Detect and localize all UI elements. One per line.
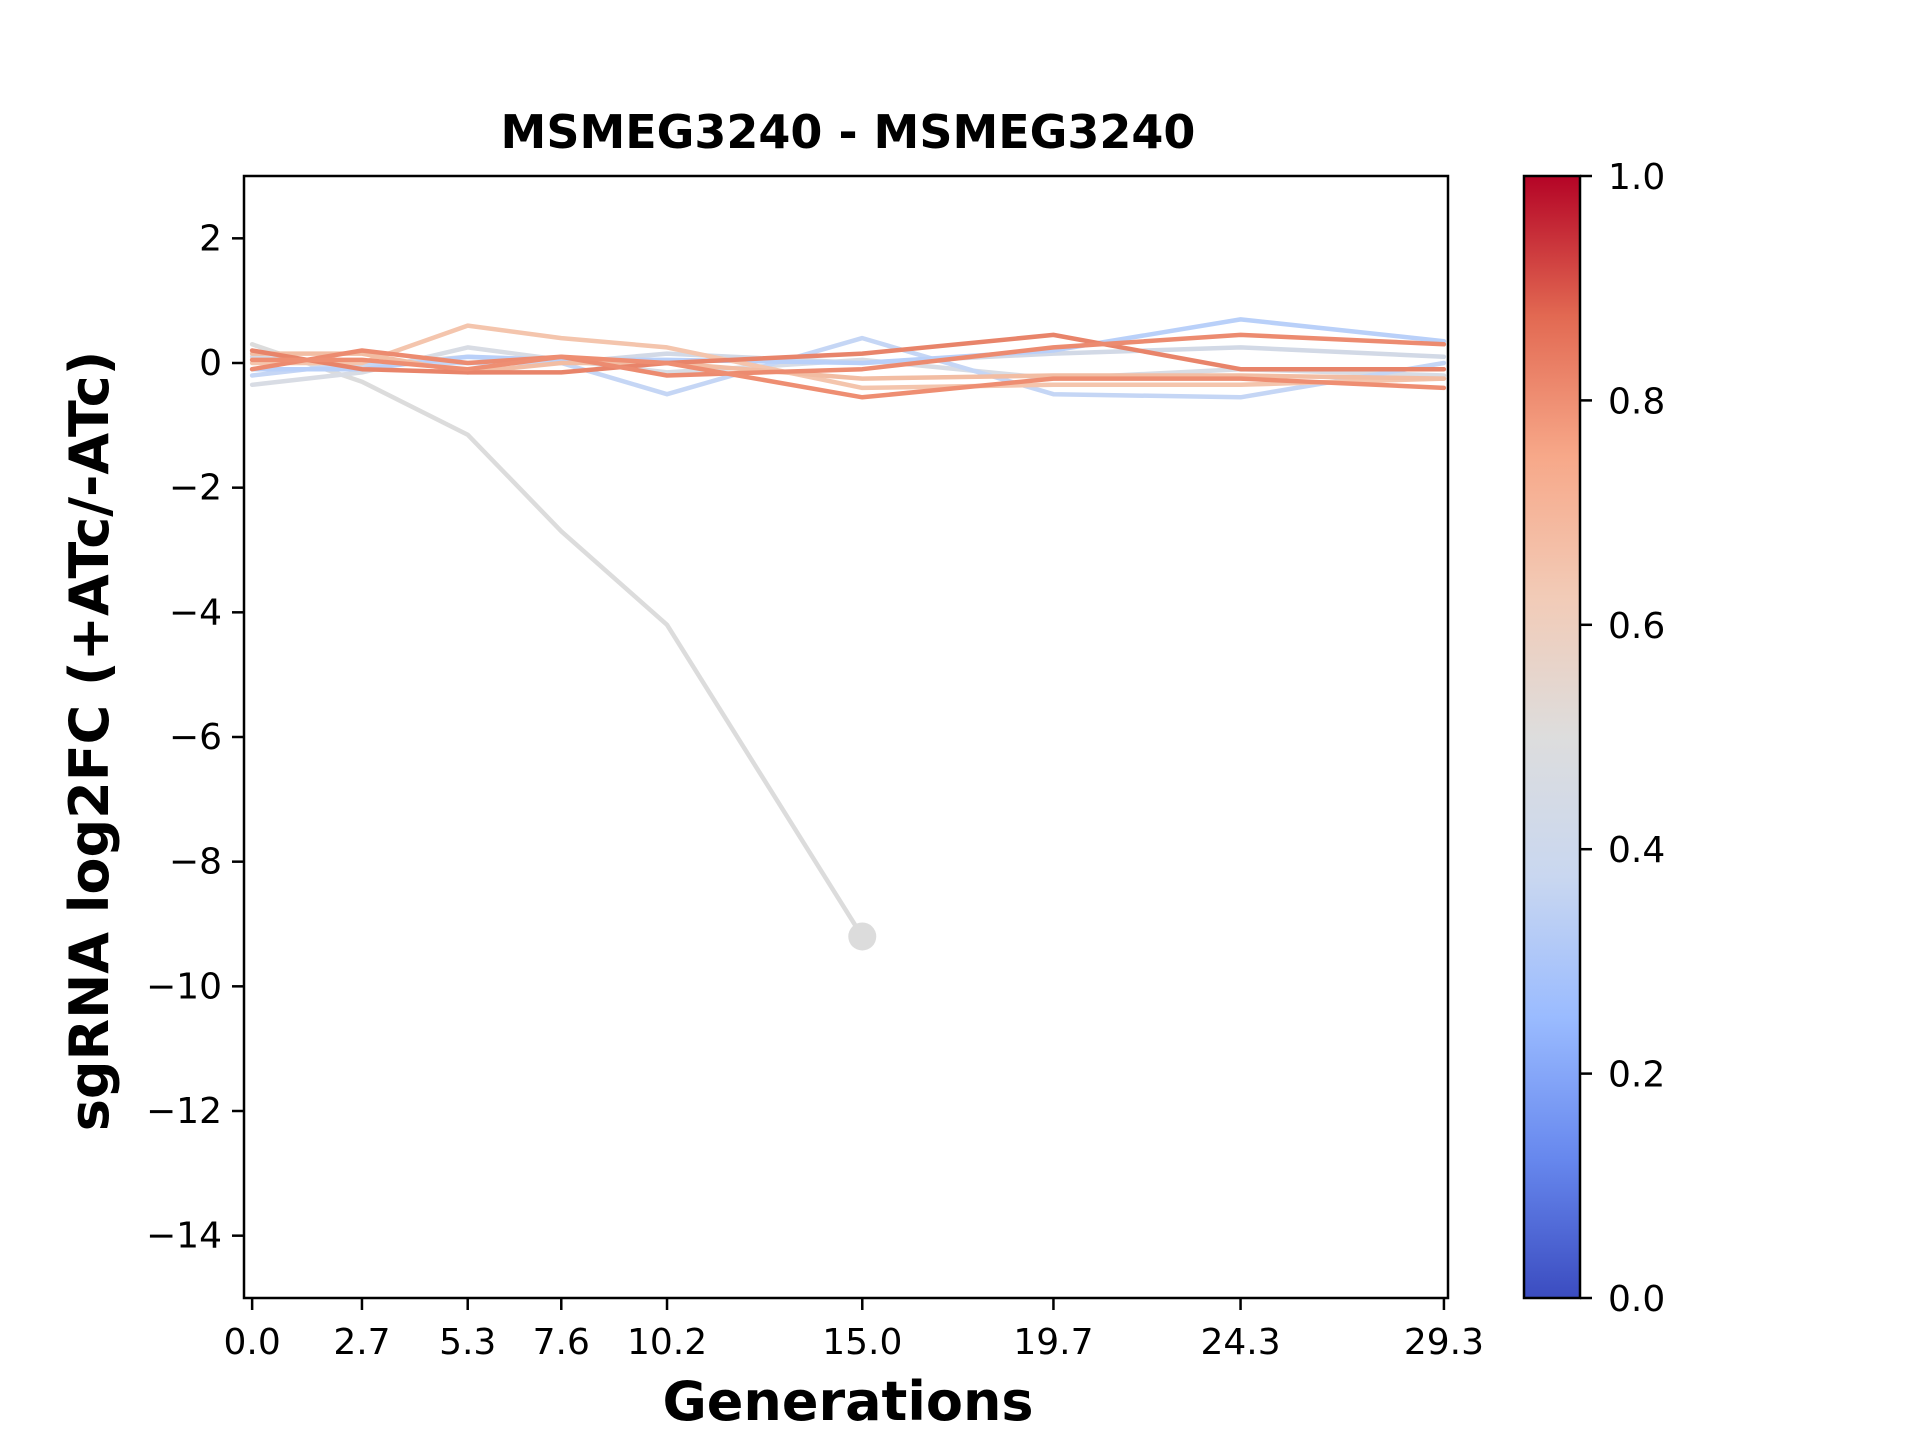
colorbar-tick-label: 0.4: [1608, 830, 1665, 871]
series-end-point-0: [848, 922, 877, 951]
y-axis-label: sgRNA log2FC (+ATc/-ATc): [58, 351, 121, 1132]
axes-layer: 2 0 −2 −4 −6 −8 −10 −12 −14 0.0 2.7 5.3 7.6 10.2 15.0 1…: [146, 174, 1484, 1363]
y-tick-label: 0: [199, 343, 222, 384]
chart-title: MSMEG3240 - MSMEG3240: [501, 105, 1196, 159]
y-tick-label: −12: [146, 1091, 222, 1132]
series-line-5: [249, 323, 1447, 391]
colorbar: 0.0 0.2 0.4 0.6 0.8 1.0: [1522, 157, 1665, 1320]
colorbar-gradient: [1522, 174, 1582, 1300]
x-tick-label: 7.6: [533, 1322, 590, 1363]
series-line-9: [249, 354, 1447, 400]
series-line-0: [249, 342, 865, 939]
colorbar-tick-label: 0.2: [1608, 1055, 1665, 1096]
x-axis-label: Generations: [662, 1370, 1033, 1433]
y-tick-label: −2: [169, 468, 222, 509]
y-tick-label: −8: [169, 842, 222, 883]
y-tick-label: 2: [199, 218, 222, 259]
x-tick-label: 15.0: [822, 1322, 902, 1363]
x-tick-label: 2.7: [333, 1322, 390, 1363]
series-layer: [249, 317, 1447, 951]
x-tick-label: 5.3: [439, 1322, 496, 1363]
y-tick-label: −14: [146, 1216, 222, 1257]
colorbar-tick-label: 0.0: [1608, 1279, 1665, 1320]
x-tick-label: 19.7: [1013, 1322, 1093, 1363]
series-line-8: [249, 332, 1447, 378]
x-tick-label: 29.3: [1404, 1322, 1484, 1363]
colorbar-tick-label: 0.8: [1608, 381, 1665, 422]
x-tick-label: 0.0: [224, 1322, 281, 1363]
colorbar-tick-label: 0.6: [1608, 606, 1665, 647]
y-tick-label: −10: [146, 966, 222, 1007]
x-tick-label: 10.2: [627, 1322, 707, 1363]
colorbar-tick-label: 1.0: [1608, 157, 1665, 198]
y-tick-label: −6: [169, 717, 222, 758]
y-tick-label: −4: [169, 592, 222, 633]
x-tick-label: 24.3: [1200, 1322, 1280, 1363]
